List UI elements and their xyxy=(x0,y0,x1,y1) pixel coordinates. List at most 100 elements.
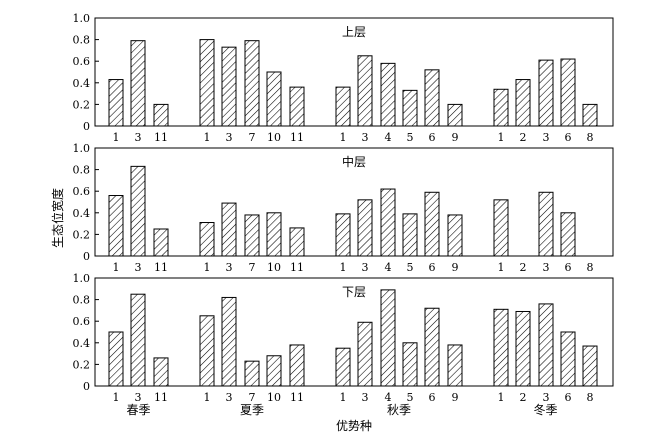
y-tick-label: 0.2 xyxy=(73,358,91,371)
x-tick-label: 11 xyxy=(154,391,168,404)
bar xyxy=(402,89,418,127)
bar xyxy=(538,303,554,387)
x-tick-label: 3 xyxy=(135,131,142,144)
bar xyxy=(130,293,146,387)
y-tick-label: 0.8 xyxy=(73,34,91,47)
bar xyxy=(266,212,282,257)
y-tick-label: 0.8 xyxy=(73,164,91,177)
bar xyxy=(515,79,531,127)
bar xyxy=(266,355,282,387)
bar xyxy=(380,289,396,387)
bar xyxy=(424,69,440,127)
x-tick-label: 7 xyxy=(249,261,256,274)
x-tick-label: 6 xyxy=(429,131,436,144)
y-tick-label: 0.6 xyxy=(73,185,91,198)
bar xyxy=(447,344,463,387)
bar xyxy=(199,315,215,387)
bar xyxy=(560,331,576,387)
panel-title: 下层 xyxy=(342,285,366,299)
bar xyxy=(447,214,463,257)
x-tick-label: 1 xyxy=(340,131,347,144)
x-tick-label: 3 xyxy=(135,261,142,274)
bar xyxy=(402,213,418,257)
x-axis-title: 优势种 xyxy=(336,419,372,433)
x-tick-label: 10 xyxy=(267,131,281,144)
bar xyxy=(493,88,509,127)
y-tick-label: 0 xyxy=(83,380,90,393)
x-tick-label: 5 xyxy=(407,131,414,144)
y-tick-label: 0.2 xyxy=(73,98,91,111)
y-tick-label: 0.6 xyxy=(73,315,91,328)
x-tick-label: 6 xyxy=(429,391,436,404)
bar xyxy=(244,40,260,127)
bar xyxy=(335,347,351,387)
y-tick-label: 0 xyxy=(83,250,90,263)
bar xyxy=(335,86,351,127)
bar xyxy=(199,222,215,257)
x-tick-label: 1 xyxy=(204,391,211,404)
bar xyxy=(130,40,146,127)
bar xyxy=(560,212,576,257)
x-tick-label: 3 xyxy=(226,131,233,144)
x-tick-label: 8 xyxy=(587,391,594,404)
y-axis-title: 生态位宽度 xyxy=(50,188,65,248)
bar xyxy=(221,46,237,127)
season-labels: 春季 夏季 秋季 冬季 xyxy=(126,402,557,417)
plot-frame xyxy=(94,17,614,127)
bar xyxy=(289,227,305,257)
x-tick-label: 3 xyxy=(362,391,369,404)
x-tick-label: 6 xyxy=(565,391,572,404)
x-tick-label: 11 xyxy=(290,391,304,404)
x-tick-label: 3 xyxy=(543,391,550,404)
plot-frame xyxy=(94,147,614,257)
x-tick-label: 4 xyxy=(385,391,392,404)
panel-title: 上层 xyxy=(342,25,366,39)
bar xyxy=(244,214,260,257)
bar xyxy=(515,310,531,387)
x-tick-label: 5 xyxy=(407,261,414,274)
x-tick-label: 10 xyxy=(267,261,281,274)
season-label: 冬季 xyxy=(533,402,557,417)
x-tick-label: 1 xyxy=(204,131,211,144)
x-tick-label: 11 xyxy=(290,131,304,144)
bar xyxy=(560,58,576,127)
bar xyxy=(108,79,124,127)
x-tick-label: 8 xyxy=(587,131,594,144)
bar xyxy=(357,55,373,127)
x-tick-label: 9 xyxy=(452,261,459,274)
x-tick-label: 8 xyxy=(587,261,594,274)
y-tick-label: 0.6 xyxy=(73,55,91,68)
bar xyxy=(199,39,215,127)
x-tick-label: 2 xyxy=(520,131,527,144)
bar xyxy=(221,296,237,387)
x-tick-label: 7 xyxy=(249,391,256,404)
x-tick-label: 3 xyxy=(362,261,369,274)
bar xyxy=(447,103,463,127)
x-tick-label: 3 xyxy=(362,131,369,144)
bar xyxy=(108,331,124,387)
x-tick-label: 1 xyxy=(204,261,211,274)
x-tick-label: 1 xyxy=(113,391,120,404)
x-tick-label: 2 xyxy=(520,261,527,274)
x-tick-label: 4 xyxy=(385,261,392,274)
x-tick-label: 1 xyxy=(498,391,505,404)
bar xyxy=(153,228,169,257)
x-tick-label: 3 xyxy=(226,261,233,274)
bar xyxy=(221,202,237,257)
bar xyxy=(493,308,509,387)
x-tick-label: 6 xyxy=(565,261,572,274)
bar xyxy=(130,165,146,257)
y-tick-label: 1.0 xyxy=(73,272,91,285)
x-tick-label: 11 xyxy=(154,131,168,144)
x-tick-label: 11 xyxy=(154,261,168,274)
x-tick-label: 1 xyxy=(340,261,347,274)
bar xyxy=(538,59,554,127)
y-tick-label: 0 xyxy=(83,120,90,133)
bar xyxy=(357,321,373,387)
x-tick-label: 3 xyxy=(543,131,550,144)
y-tick-label: 0.8 xyxy=(73,294,91,307)
